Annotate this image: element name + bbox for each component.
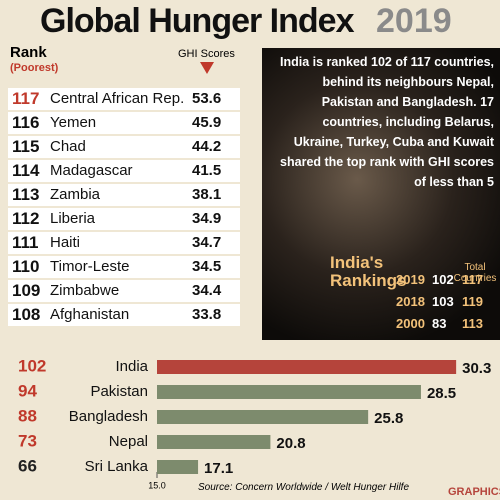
category: Pakistan: [90, 383, 148, 400]
value-label: 17.1: [204, 460, 233, 477]
row-bg: [8, 160, 240, 182]
country: Liberia: [50, 210, 96, 227]
rank: 109: [12, 281, 41, 300]
rank: 112: [12, 209, 40, 228]
row-bg: [8, 184, 240, 206]
ranking-total: 113: [462, 316, 483, 331]
country: Central African Rep.: [50, 90, 185, 107]
score: 45.9: [192, 114, 222, 131]
rank: 94: [18, 381, 37, 400]
rank: 73: [18, 431, 37, 450]
rank: 111: [12, 233, 39, 252]
rank: 114: [12, 161, 40, 180]
row-bg: [8, 256, 240, 278]
rank: 113: [12, 185, 40, 204]
score-arrow: [200, 62, 214, 74]
score: 34.4: [192, 282, 222, 299]
rank: 66: [18, 456, 37, 475]
ranking-rank: 102: [432, 272, 454, 287]
country: Zambia: [50, 186, 101, 203]
value-label: 28.5: [427, 385, 456, 402]
country: Haiti: [50, 234, 81, 251]
ranking-year: 2018: [396, 294, 425, 309]
row-bg: [8, 280, 240, 302]
ranking-rank: 83: [432, 316, 447, 331]
ranking-rank: 103: [432, 294, 454, 309]
score-header: GHI Scores: [178, 48, 235, 60]
rank: 116: [12, 113, 40, 132]
bar: [157, 360, 457, 374]
row-bg: [8, 112, 240, 134]
bar-chart: 15.0 102 India 30.3 94 Pakistan 28.5 88 Banglade…: [18, 356, 491, 490]
category: Sri Lanka: [85, 458, 149, 475]
bar: [157, 410, 369, 424]
bar: [157, 460, 199, 474]
score: 34.9: [192, 210, 222, 227]
row-bg: [8, 136, 240, 158]
ranking-year: 2000: [396, 316, 425, 331]
category: India: [115, 358, 148, 375]
photo: [262, 48, 500, 340]
country: Chad: [50, 138, 86, 155]
score: 34.5: [192, 258, 222, 275]
value-label: 25.8: [374, 410, 403, 427]
rankings-title: India's Rankings: [330, 253, 407, 290]
rank: 110: [12, 257, 40, 276]
rank: 117: [12, 89, 40, 108]
country: Yemen: [50, 114, 97, 131]
bar: [157, 435, 271, 449]
year: 2019: [376, 2, 452, 40]
country: Afghanistan: [50, 306, 130, 323]
row-bg: [8, 232, 240, 254]
ranking-total: 117: [462, 272, 483, 287]
row-bg: [8, 304, 240, 326]
rank-header: Rank: [10, 44, 47, 61]
country: Timor-Leste: [50, 258, 130, 275]
category: Nepal: [109, 433, 148, 450]
value-label: 20.8: [276, 435, 305, 452]
source: Source: Concern Worldwide / Welt Hunger …: [198, 482, 410, 493]
ranking-year: 2019: [396, 272, 425, 287]
row-bg: [8, 88, 240, 110]
bar: [157, 385, 421, 399]
callout: India is ranked 102 of 117 countries, be…: [280, 55, 494, 189]
score: 53.6: [192, 90, 222, 107]
country: Madagascar: [50, 162, 133, 179]
rank: 102: [18, 356, 46, 375]
score: 34.7: [192, 234, 222, 251]
score: 41.5: [192, 162, 222, 179]
score: 44.2: [192, 138, 222, 155]
credit: GRAPHICS: [448, 486, 500, 498]
category: Bangladesh: [69, 408, 148, 425]
row-bg: [8, 208, 240, 230]
rank: 88: [18, 406, 37, 425]
x-tick-label: 15.0: [148, 480, 166, 490]
rank: 108: [12, 305, 41, 324]
country: Zimbabwe: [50, 282, 120, 299]
title: Global Hunger Index: [40, 2, 354, 40]
ranking-total: 119: [462, 294, 483, 309]
score: 38.1: [192, 186, 222, 203]
rankings-total-header: Total Countries: [453, 262, 497, 284]
value-label: 30.3: [462, 360, 491, 377]
rank-subheader: (Poorest): [10, 62, 59, 74]
score: 33.8: [192, 306, 222, 323]
rank: 115: [12, 137, 40, 156]
